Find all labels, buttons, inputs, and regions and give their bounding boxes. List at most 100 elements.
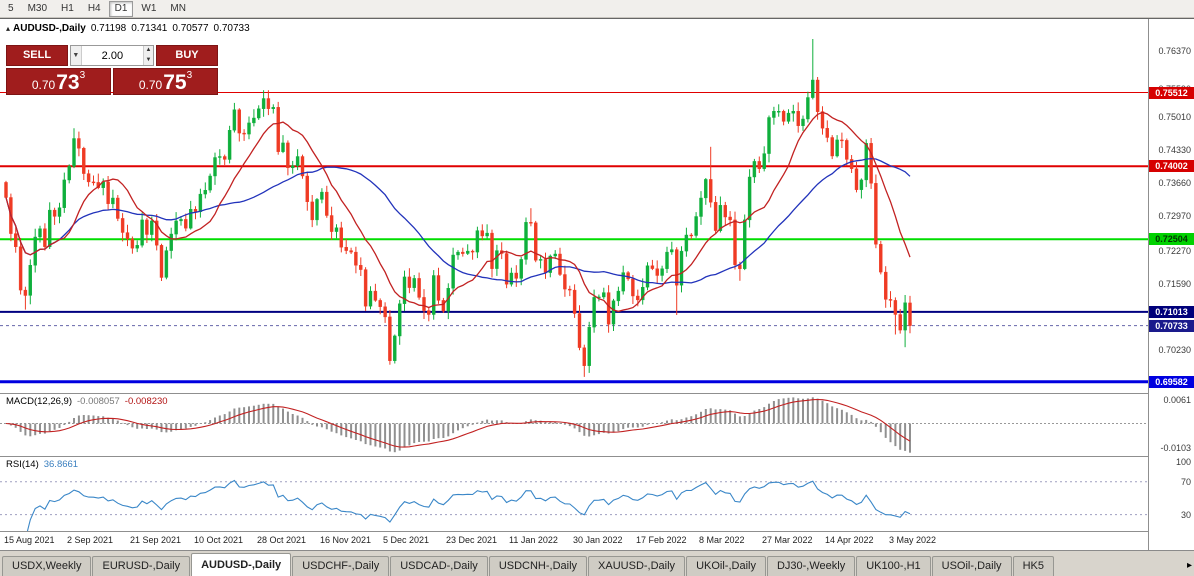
rsi-axis-label: 100 [1175,457,1191,467]
lot-size-input[interactable] [81,46,144,65]
chart-tab-usdcnh-daily[interactable]: USDCNH-,Daily [488,556,588,576]
ma-slow-line [5,157,911,285]
candles-layer [4,79,912,366]
price-level-tag: 0.71013 [1149,306,1194,318]
chart-tab-hk5[interactable]: HK5 [1012,556,1054,576]
pane-separator[interactable] [0,393,1194,394]
date-axis-label: 8 Mar 2022 [699,535,745,545]
date-axis-label: 14 Apr 2022 [825,535,874,545]
macd-label: MACD(12,26,9) [6,396,72,407]
buy-price-sup: 3 [186,70,193,81]
rsi-chart-canvas[interactable] [0,457,1148,531]
price-axis-label: 0.73660 [1158,178,1191,188]
rsi-axis-label: 70 [1180,477,1191,487]
buy-button[interactable]: BUY [156,45,218,66]
chart-symbol-header: ▴ AUDUSD-,Daily 0.71198 0.71341 0.70577 0.707… [6,23,250,34]
price-axis-label: 0.72270 [1158,246,1191,256]
ohlc-low: 0.70577 [172,23,209,34]
rsi-pane-header: RSI(14) 36.8661 [6,459,78,470]
timeframe-button-d1[interactable]: D1 [108,0,134,17]
buy-price-pips: 75 [163,71,187,94]
price-level-tag: 0.69582 [1149,376,1194,388]
sell-button[interactable]: SELL [6,45,68,66]
date-axis-label: 11 Jan 2022 [509,535,558,545]
rsi-value: 36.8661 [43,459,79,470]
lot-step-up-icon[interactable]: ▲ [144,46,153,56]
price-axis-label: 0.72970 [1158,211,1191,221]
price-axis: 0.763700.755900.750100.743300.736600.729… [1148,19,1194,551]
price-chart-canvas[interactable] [0,19,1148,393]
chart-tab-usdcad-daily[interactable]: USDCAD-,Daily [390,556,488,576]
price-level-tag: 0.72504 [1149,233,1194,245]
macd-main-value: -0.008057 [77,396,120,407]
chart-tab-xauusd-daily[interactable]: XAUUSD-,Daily [588,556,686,576]
timeframe-button-h4[interactable]: H4 [87,2,101,14]
rsi-label: RSI(14) [6,459,39,470]
chart-tabs-bar: USDX,Weekly EURUSD-,Daily AUDUSD-,Daily USD… [0,550,1194,576]
timeframe-button-m30[interactable]: M30 [27,2,48,14]
date-axis-label: 16 Nov 2021 [320,535,372,545]
sell-price-pips: 73 [56,71,80,94]
tab-scroll-right-icon[interactable]: ▸ [1186,560,1192,571]
chart-tab-eurusd-daily[interactable]: EURUSD-,Daily [92,556,191,576]
buy-price-display[interactable]: 0.70 75 3 [113,68,218,95]
timeframe-button-mn[interactable]: MN [170,2,186,14]
current-price-tag: 0.70733 [1149,320,1194,332]
price-axis-label: 0.75010 [1158,112,1191,122]
sell-price-big: 0.70 [31,78,56,92]
date-axis-label: 30 Jan 2022 [573,535,623,545]
date-axis-label: 21 Sep 2021 [130,535,182,545]
chart-window: ▴ AUDUSD-,Daily 0.71198 0.71341 0.70577 0.707… [0,18,1194,551]
rsi-line [26,479,911,531]
chart-tab-uk100-h1[interactable]: UK100-,H1 [856,556,931,576]
sell-price-sup: 3 [79,70,86,81]
date-axis-label: 23 Dec 2021 [446,535,498,545]
macd-signal-line [5,398,911,448]
macd-chart-canvas[interactable] [0,394,1148,456]
price-axis-label: 0.70230 [1158,345,1191,355]
timeframe-toolbar: 5 M30 H1 H4 D1 W1 MN [0,0,1194,18]
chart-tab-usdx-weekly[interactable]: USDX,Weekly [2,556,92,576]
pane-separator[interactable] [0,456,1194,457]
date-axis-label: 15 Aug 2021 [4,535,55,545]
date-axis-label: 17 Feb 2022 [636,535,687,545]
rsi-axis-label: 30 [1180,510,1191,520]
one-click-trading-panel: SELL ▼ ▲ ▼ BUY 0.70 73 3 0.70 75 3 [6,45,218,95]
date-axis-label: 2 Sep 2021 [67,535,114,545]
buy-price-big: 0.70 [138,78,163,92]
ohlc-open: 0.71198 [90,23,127,34]
timeframe-button-w1[interactable]: W1 [141,2,157,14]
sell-price-display[interactable]: 0.70 73 3 [6,68,111,95]
lot-stepper: ▲ ▼ [143,46,153,65]
price-axis-label: 0.74330 [1158,145,1191,155]
chart-tab-usoil-daily[interactable]: USOil-,Daily [931,556,1012,576]
one-click-toggle-icon[interactable]: ▴ [6,24,11,33]
lot-dropdown-icon[interactable]: ▼ [71,46,82,65]
ohlc-close: 0.70733 [213,23,250,34]
price-axis-label: 0.71590 [1158,279,1191,289]
date-axis-label: 3 May 2022 [889,535,937,545]
lot-step-down-icon[interactable]: ▼ [144,55,153,65]
chart-tab-usdchf-daily[interactable]: USDCHF-,Daily [292,556,390,576]
ohlc-high: 0.71341 [131,23,168,34]
symbol-label: AUDUSD-,Daily [13,23,86,34]
macd-signal-value: -0.008230 [124,396,168,407]
price-level-tag: 0.74002 [1149,160,1194,172]
macd-axis-top-label: 0.0061 [1163,395,1191,405]
timeframe-button-h1[interactable]: H1 [61,2,74,14]
chart-tab-ukoil-daily[interactable]: UKOil-,Daily [686,556,766,576]
price-level-tag: 0.75512 [1149,87,1194,99]
price-axis-label: 0.76370 [1158,46,1191,56]
chart-tab-audusd-daily[interactable]: AUDUSD-,Daily [191,553,292,576]
macd-pane-header: MACD(12,26,9) -0.008057 -0.008230 [6,396,168,407]
pane-separator[interactable] [0,531,1194,532]
date-axis-label: 28 Oct 2021 [257,535,307,545]
date-axis-label: 10 Oct 2021 [194,535,244,545]
chart-tab-dj30-weekly[interactable]: DJ30-,Weekly [766,556,856,576]
date-axis-label: 5 Dec 2021 [383,535,430,545]
timeframe-button-5[interactable]: 5 [8,2,14,14]
date-axis-label: 27 Mar 2022 [762,535,813,545]
lot-size-field: ▼ ▲ ▼ [70,45,154,66]
macd-axis-bottom-label: -0.0103 [1160,443,1191,453]
level-lines [0,92,1148,384]
